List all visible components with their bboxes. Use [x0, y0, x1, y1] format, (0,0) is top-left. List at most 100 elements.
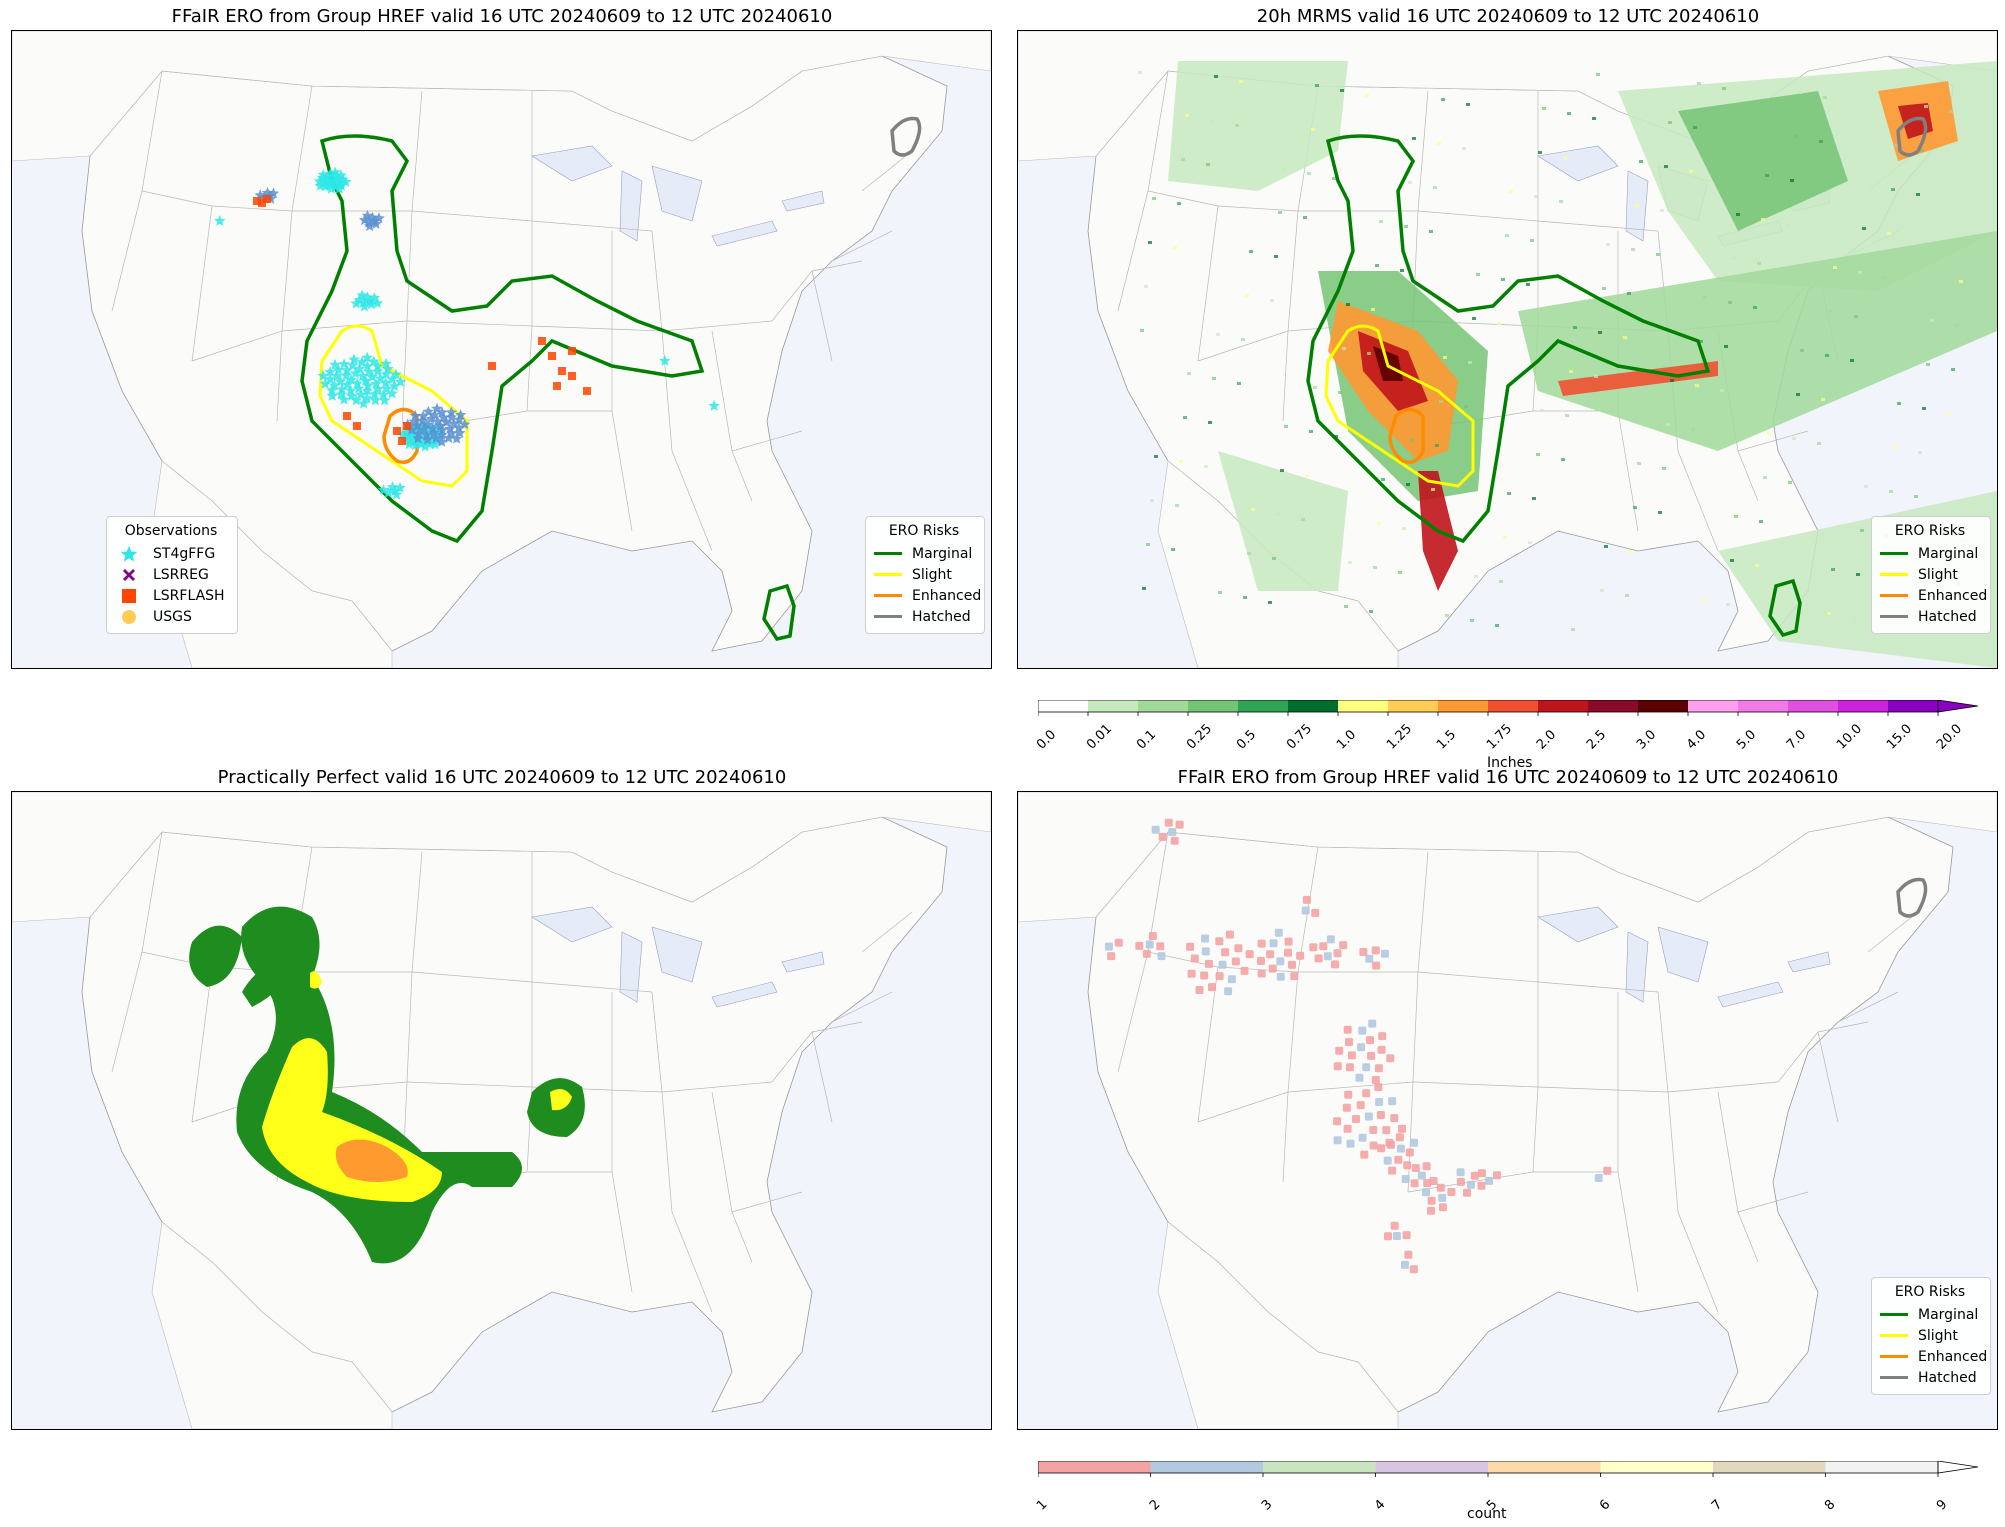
- obs-lsrflash-marker: [553, 382, 561, 390]
- count-pixel: [1383, 1156, 1392, 1165]
- obs-star-marker: [353, 362, 366, 374]
- obs-star-marker: [336, 383, 348, 395]
- circle-icon: [115, 609, 143, 625]
- count-pixel: [1296, 951, 1305, 960]
- obs-lsrflash-marker: [393, 427, 401, 435]
- pp-slight-area: [310, 971, 322, 989]
- precip-pixel: [1854, 315, 1858, 318]
- count-pixel: [1156, 942, 1165, 951]
- state-boundaries: [111, 70, 913, 552]
- count-pixel: [1364, 1112, 1373, 1121]
- count-pixel: [1274, 928, 1283, 937]
- colorbar-segment: [1788, 700, 1839, 712]
- obs-star-marker: [436, 424, 449, 436]
- precip-pixel: [1367, 352, 1371, 355]
- precip-pixel: [1959, 280, 1963, 283]
- precip-pixel: [1171, 548, 1175, 551]
- precip-pixel: [1214, 75, 1218, 78]
- precip-pixel: [1268, 601, 1272, 604]
- colorbar-segment: [1488, 700, 1539, 712]
- obs-star-marker: [436, 436, 448, 447]
- precip-pixel: [1596, 73, 1600, 76]
- precip-pixel: [1476, 273, 1480, 276]
- count-pixel: [1227, 975, 1236, 984]
- colorbar-segment: [1263, 1461, 1376, 1473]
- obs-star-marker: [431, 415, 444, 427]
- obs-star-marker: [394, 376, 407, 387]
- precip-pixel: [1247, 552, 1251, 555]
- precip-pixel: [1918, 451, 1922, 454]
- count-pixel: [1402, 1231, 1411, 1240]
- precip-pixel: [1402, 527, 1406, 530]
- canada-landmass: [12, 31, 991, 162]
- count-pixel: [1224, 987, 1233, 996]
- precip-pixel: [1332, 177, 1336, 180]
- colorbar-tick-label: 20.0: [1934, 721, 1966, 753]
- count-pixel: [1175, 820, 1184, 829]
- precip-pixel: [1150, 499, 1154, 502]
- obs-star-marker: [313, 175, 326, 187]
- count-pixel: [1594, 1174, 1603, 1182]
- precip-pixel: [1565, 414, 1569, 417]
- colorbar-tick-label: 3.0: [1634, 727, 1660, 753]
- ero-marginal-contour: [300, 134, 705, 544]
- precip-pixel: [1761, 218, 1765, 221]
- count-pixel: [1365, 954, 1374, 963]
- legend-label: Marginal: [1918, 545, 1979, 562]
- colorbar-tick-label: 15.0: [1884, 721, 1916, 753]
- count-pixel: [1405, 1148, 1414, 1157]
- obs-star-marker: [370, 218, 382, 229]
- precip-pixel: [1404, 225, 1408, 228]
- obs-star-marker: [361, 291, 374, 303]
- obs-star-marker: [450, 432, 463, 444]
- obs-lsrflash-marker: [548, 352, 556, 360]
- ero-legend-title: ERO Risks: [888, 523, 960, 539]
- count-pixel: [1319, 942, 1328, 951]
- precip-pixel: [1819, 140, 1823, 143]
- precip-pixel: [1505, 234, 1509, 237]
- count-pixel: [1388, 1166, 1397, 1175]
- precip-pixel: [1893, 446, 1897, 449]
- legend-item-hatched: Hatched: [1880, 606, 1980, 627]
- count-pixel: [1369, 1141, 1378, 1150]
- colorbar-tick-label: 9: [1934, 1497, 1951, 1514]
- precip-pixel: [1827, 612, 1831, 615]
- precip-pixel: [1592, 117, 1596, 120]
- great-lake: [711, 981, 778, 1008]
- legend-item-enhanced: Enhanced: [1880, 585, 1987, 606]
- precip-pixel: [1313, 386, 1317, 389]
- precip-pixel: [1501, 278, 1505, 281]
- count-pixel: [1411, 1164, 1420, 1172]
- precip-pixel: [1305, 474, 1309, 477]
- count-pixel: [1200, 971, 1209, 980]
- colorbar-tick-label: 4.0: [1684, 727, 1710, 753]
- precip-pixel: [1563, 156, 1567, 159]
- count-pixel: [1403, 1161, 1412, 1170]
- obs-lsrflash-marker: [538, 337, 546, 345]
- count-pixel: [1344, 1090, 1353, 1099]
- colorbar-extend-arrow: [1937, 1461, 1978, 1474]
- ero-hatched-contour: [890, 116, 922, 157]
- precip-pixel: [1276, 513, 1280, 516]
- ero-legend-title: ERO Risks: [1894, 1284, 1966, 1300]
- count-pixel: [1395, 1133, 1404, 1142]
- obs-star-marker: [425, 413, 437, 424]
- precip-pixel: [1949, 110, 1953, 113]
- precip-pixel: [1235, 124, 1239, 127]
- obs-star-marker: [428, 427, 440, 438]
- colorbar-tick-label: 0.0: [1034, 727, 1060, 753]
- obs-star-marker: [329, 166, 341, 178]
- colorbar-segment: [1388, 700, 1439, 712]
- obs-star-marker: [348, 353, 360, 365]
- obs-star-marker: [340, 176, 352, 187]
- count-pixel: [1240, 966, 1249, 975]
- obs-star-marker: [408, 415, 420, 427]
- precip-pixel: [1889, 490, 1893, 493]
- precip-colorbar: 0.0 0.01 0.1 0.25 0.5 0.75 1.0 1.25 1.5 1.75 2.0 2.…: [1034, 700, 1978, 780]
- obs-star-marker: [358, 300, 371, 312]
- legend-item-lsrflash: LSRFLASH: [115, 585, 227, 606]
- count-pixel: [1359, 948, 1368, 956]
- precip-pixel: [1639, 160, 1643, 163]
- count-pixel: [1375, 1098, 1384, 1106]
- count-pixel: [1358, 1026, 1367, 1035]
